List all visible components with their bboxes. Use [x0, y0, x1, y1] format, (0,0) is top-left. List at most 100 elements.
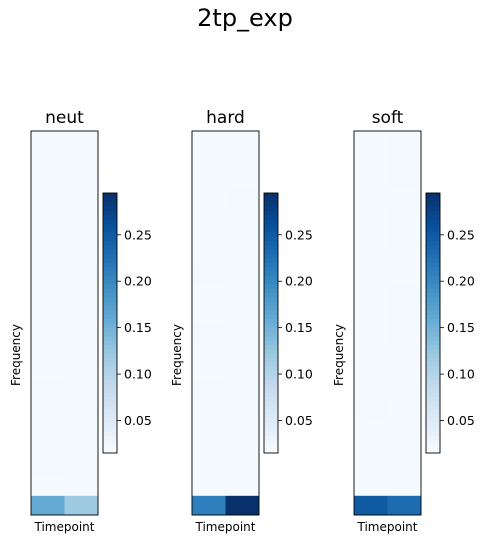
heatmap-cell — [225, 227, 260, 247]
heatmap-cell — [64, 246, 99, 266]
colorbar-segment — [264, 401, 278, 406]
heatmap-cell — [31, 323, 65, 343]
heatmap-cell — [64, 303, 99, 324]
colorbar-segment — [103, 344, 117, 350]
colorbar-segment — [426, 201, 440, 207]
heatmap-cell — [225, 246, 260, 266]
colorbar-segment — [264, 435, 278, 441]
heatmap-cell — [64, 284, 99, 305]
colorbar-segment — [426, 340, 440, 346]
colorbar-tick-label: 0.05 — [124, 413, 152, 428]
colorbar-segment — [264, 362, 278, 367]
colorbar-segment — [103, 418, 117, 424]
heatmap-cell — [64, 207, 99, 228]
colorbar-segment — [264, 353, 278, 359]
heatmap-cell — [387, 169, 422, 189]
heatmap-cell — [192, 131, 226, 151]
heatmap-cell — [387, 246, 422, 266]
heatmap-cell — [225, 169, 260, 189]
heatmap-cell — [387, 323, 422, 343]
colorbar-segment — [264, 366, 278, 372]
colorbar-segment — [103, 349, 117, 354]
colorbar-segment — [264, 318, 278, 324]
heatmap-cell — [192, 399, 226, 420]
colorbar-segment — [264, 418, 278, 424]
heatmap-cell — [192, 207, 226, 228]
colorbar-segment — [103, 409, 117, 415]
heatmap-cell — [192, 284, 226, 305]
heatmap-cell — [225, 495, 260, 516]
colorbar-segment — [264, 236, 278, 242]
colorbar-segment — [426, 249, 440, 255]
colorbar-segment — [264, 223, 278, 229]
colorbar-segment — [103, 414, 117, 419]
colorbar-segment — [103, 379, 117, 385]
colorbar-segment — [426, 375, 440, 380]
heatmap-cell — [192, 380, 226, 401]
colorbar-segment — [426, 271, 440, 276]
heatmap-cell — [225, 131, 260, 151]
colorbar-segment — [426, 223, 440, 229]
colorbar-segment — [426, 379, 440, 385]
colorbar-segment — [264, 310, 278, 315]
figure-title: 2tp_exp — [197, 4, 293, 32]
colorbar-segment — [264, 297, 278, 302]
heatmap-cell — [64, 361, 99, 381]
colorbar-segment — [264, 383, 278, 389]
colorbar-segment — [103, 357, 117, 363]
colorbar-segment — [103, 210, 117, 216]
colorbar-segment — [103, 297, 117, 302]
heatmap-cell — [31, 227, 65, 247]
colorbar-segment — [426, 240, 440, 246]
colorbar-segment — [264, 206, 278, 211]
colorbar-tick-label: 0.20 — [124, 274, 152, 289]
heatmap-cell — [31, 476, 65, 497]
colorbar-segment — [426, 414, 440, 419]
heatmap-cell — [387, 265, 422, 285]
colorbar-segment — [426, 448, 440, 454]
heatmap-cell — [387, 342, 422, 362]
colorbar-segment — [103, 301, 117, 307]
colorbar-segment — [264, 210, 278, 216]
colorbar-tick-label: 0.25 — [124, 227, 152, 242]
colorbar-segment — [426, 357, 440, 363]
colorbar-segment — [264, 214, 278, 220]
colorbar-segment — [103, 227, 117, 233]
colorbar-segment — [426, 301, 440, 307]
heatmap-cell — [64, 227, 99, 247]
colorbar-segment — [264, 392, 278, 398]
colorbar-segment — [264, 219, 278, 224]
heatmap-frame — [191, 130, 260, 516]
colorbar-segment — [264, 227, 278, 233]
colorbar-segment — [103, 427, 117, 432]
heatmap-cell — [354, 380, 388, 401]
colorbar-segment — [264, 323, 278, 328]
heatmap-cell — [387, 303, 422, 324]
colorbar-segment — [103, 266, 117, 272]
colorbar-segment — [103, 214, 117, 220]
colorbar-segment — [103, 388, 117, 393]
heatmap-cell — [387, 495, 422, 516]
panel-title: neut — [45, 108, 84, 128]
colorbar-segment — [103, 327, 117, 333]
heatmap-cell — [31, 150, 65, 170]
colorbar-segment — [103, 197, 117, 203]
heatmap-cell — [354, 361, 388, 381]
heatmap-cell — [354, 303, 388, 324]
heatmap-cell — [31, 169, 65, 189]
heatmap-cell — [64, 169, 99, 189]
heatmap-cell — [354, 495, 388, 516]
heatmap-cell — [387, 419, 422, 439]
heatmap-cell — [64, 131, 99, 151]
heatmap-cell — [387, 476, 422, 497]
colorbar-segment — [264, 431, 278, 437]
heatmap-cell — [192, 265, 226, 285]
colorbar-segment — [264, 275, 278, 281]
colorbar-segment — [426, 214, 440, 220]
heatmap-cell — [192, 303, 226, 324]
colorbar-segment — [103, 353, 117, 359]
colorbar-segment — [426, 310, 440, 315]
colorbar-tick-label: 0.25 — [285, 227, 313, 242]
colorbar-segment — [264, 422, 278, 428]
heatmap-cell — [225, 323, 260, 343]
